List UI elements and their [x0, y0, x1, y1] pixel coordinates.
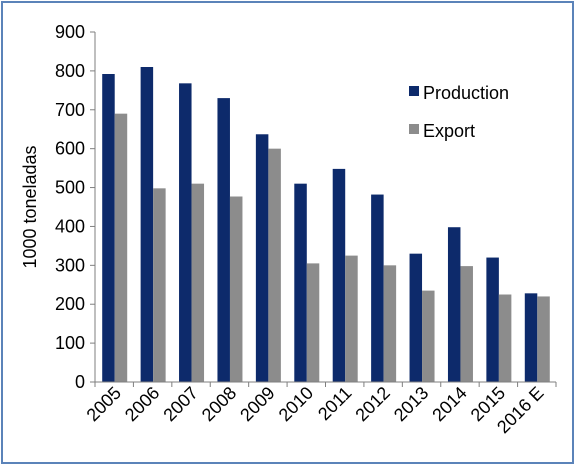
bar-production-2014 — [447, 227, 461, 382]
bar-export-2010 — [306, 263, 320, 382]
x-tick-label: 2012 — [351, 383, 393, 425]
legend-label-production: Production — [423, 83, 509, 103]
legend-swatch-export — [409, 124, 419, 134]
x-tick-label: 2011 — [314, 383, 356, 425]
x-tick-label: 2009 — [236, 383, 278, 425]
bar-export-2014 — [460, 266, 473, 382]
bar-export-2007 — [191, 183, 205, 382]
plot-area: 0 100 200 300 400 500 600 700 800 900 200520062007… — [55, 22, 557, 437]
bar-production-2005 — [102, 74, 115, 382]
y-axis-label: 1000 toneladas — [20, 145, 40, 268]
bar-export-2006 — [153, 188, 166, 382]
y-tick-label: 100 — [55, 333, 85, 353]
y-tick-label: 300 — [55, 255, 85, 275]
y-tick-label: 200 — [55, 294, 85, 314]
bar-export-2008 — [229, 196, 243, 382]
bar-production-2013 — [409, 253, 423, 382]
bar-production-2010 — [294, 183, 307, 382]
y-tick-label: 500 — [55, 178, 85, 198]
bar-export-2012 — [383, 265, 397, 382]
x-tick-label: 2007 — [159, 383, 201, 425]
bar-export-2005 — [114, 113, 128, 383]
bar-production-2009 — [255, 134, 269, 382]
y-tick-label: 0 — [75, 372, 85, 392]
bar-export-2015 — [498, 294, 512, 382]
bar-production-2008 — [217, 98, 230, 382]
bar-production-2006 — [140, 67, 154, 382]
bar-production-2016-e — [524, 293, 538, 382]
y-tick-label: 700 — [55, 100, 85, 120]
bar-production-2007 — [179, 83, 192, 382]
x-tick-label: 2005 — [83, 383, 125, 425]
y-tick-label: 600 — [55, 139, 85, 159]
y-tick-label: 800 — [55, 61, 85, 81]
y-tick-label: 400 — [55, 216, 85, 236]
x-tick-label: 2014 — [428, 383, 470, 425]
bar-export-2011 — [345, 255, 358, 382]
legend-swatch-production — [409, 86, 419, 96]
bar-export-2009 — [268, 148, 281, 382]
bar-export-2013 — [422, 290, 435, 382]
bar-production-2011 — [332, 168, 346, 382]
bar-production-2015 — [486, 257, 499, 382]
x-tick-label: 2006 — [121, 383, 163, 425]
bar-production-2012 — [371, 194, 384, 382]
x-tick-label: 2008 — [198, 383, 240, 425]
bar-export-2016-e — [537, 296, 550, 382]
x-tick-label: 2010 — [275, 383, 317, 425]
y-tick-label: 900 — [55, 22, 85, 42]
x-tick-label: 2013 — [390, 383, 432, 425]
legend-label-export: Export — [423, 121, 475, 141]
